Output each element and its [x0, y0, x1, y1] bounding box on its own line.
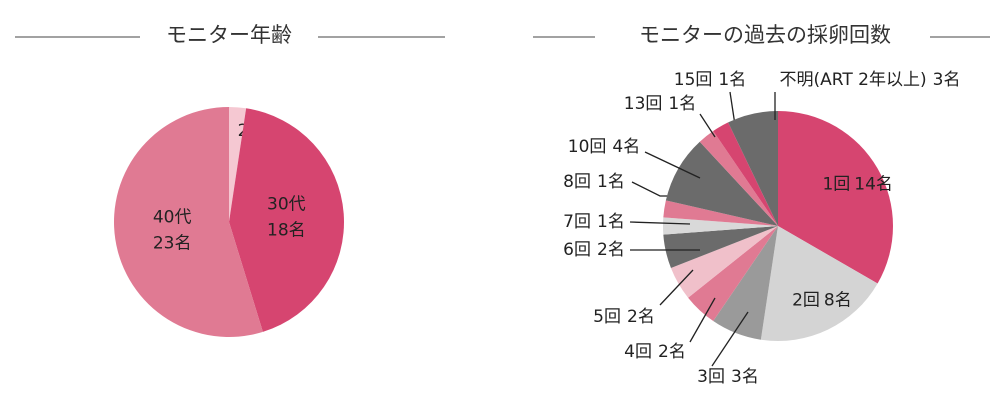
leader-line	[659, 269, 694, 306]
category-label: 5回	[593, 307, 621, 327]
leader-line	[711, 311, 749, 367]
value-label: 18名	[267, 221, 306, 241]
pie-slice	[728, 111, 778, 226]
value-label: 14名	[854, 175, 893, 195]
value-label: 1名	[668, 94, 696, 114]
category-label: 15回	[674, 70, 713, 90]
chart-title: モニター年齢	[166, 23, 292, 47]
value-label: 4名	[612, 137, 640, 157]
slice-label: 15回 1名	[674, 70, 746, 90]
pie-slice	[663, 200, 778, 226]
pie-slice	[229, 107, 247, 222]
slice-label: 5回 2名	[593, 307, 655, 327]
value-label: 2名	[658, 342, 686, 362]
leader-line	[729, 91, 736, 126]
pie-slice	[760, 226, 878, 341]
value-label: 3名	[933, 70, 961, 90]
pie-slice	[663, 226, 778, 269]
category-label: 4回	[624, 342, 652, 362]
leader-line	[699, 113, 716, 138]
slice-label: 3回 3名	[697, 367, 759, 387]
value-label: 2名	[597, 240, 625, 260]
value-label: 23名	[153, 234, 192, 254]
slice-label: 2回 8名	[792, 291, 852, 311]
category-label: 10回	[568, 137, 607, 157]
slice-label: 6回 2名	[563, 240, 625, 260]
category-label: 30代	[267, 195, 306, 215]
category-label: 6回	[563, 240, 591, 260]
pie-slice	[113, 107, 263, 338]
pie-chart: モニター年齢20代1名30代18名40代23名	[15, 23, 445, 338]
slice-label: 13回 1名	[624, 94, 696, 114]
category-label: 7回	[563, 212, 591, 232]
pie-slice	[665, 141, 778, 226]
leader-line	[689, 297, 716, 343]
pie-slice	[662, 217, 778, 235]
category-label: 13回	[624, 94, 663, 114]
pie-slice	[699, 130, 778, 226]
value-label: 1名	[597, 212, 625, 232]
value-label: 8名	[824, 291, 852, 311]
category-label: 3回	[697, 367, 725, 387]
category-label: 1回	[822, 175, 850, 195]
value-label: 3名	[731, 367, 759, 387]
leader-line	[629, 221, 691, 225]
category-label: 不明(ART 2年以上)	[780, 70, 927, 90]
pie-slice	[670, 226, 778, 298]
chart-title: モニターの過去の採卵回数	[639, 23, 891, 47]
pie-slice	[713, 226, 778, 340]
slice-label: 10回 4名	[568, 137, 640, 157]
slice-label: 8回 1名	[563, 172, 625, 192]
slice-label: 不明(ART 2年以上) 3名	[780, 70, 961, 90]
value-label: 1名	[718, 70, 746, 90]
pie-slice	[713, 122, 778, 226]
slice-label: 4回 2名	[624, 342, 686, 362]
value-label: 2名	[627, 307, 655, 327]
category-label: 8回	[563, 172, 591, 192]
pie-slice	[688, 226, 778, 322]
value-label: 1名	[597, 172, 625, 192]
pie-slice	[778, 111, 893, 284]
pie-chart: モニターの過去の採卵回数 1回 14名 2回 8名 3回 3名 4回 2名 5回 2名 6回 2名 7回 1…	[533, 23, 990, 387]
leader-line	[644, 151, 701, 179]
slice-label: 7回 1名	[563, 212, 625, 232]
slice-label: 1回 14名	[822, 175, 892, 195]
category-label: 2回	[792, 291, 820, 311]
pie-slice	[229, 108, 344, 332]
category-label: 40代	[153, 208, 192, 228]
